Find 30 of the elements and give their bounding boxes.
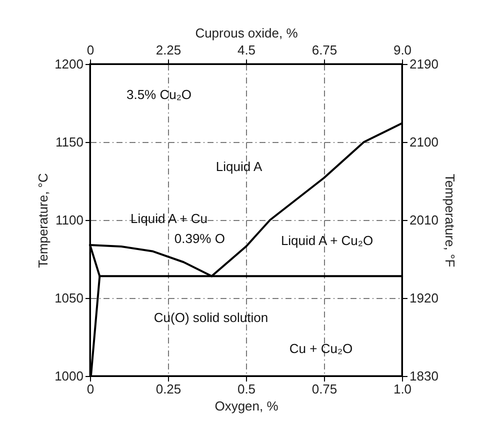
y2-tick-label: 2010 xyxy=(410,212,438,228)
x-axis-title: Oxygen, % xyxy=(214,398,279,414)
y2-tick-label: 1920 xyxy=(410,290,438,306)
x2-tick-label: 0 xyxy=(86,42,94,58)
y-axis-title: Temperature, °C xyxy=(36,173,51,268)
x2-tick-label: 6.75 xyxy=(312,42,338,58)
annotation: Liquid A + Cu₂O xyxy=(280,233,374,248)
y2-tick-label: 2100 xyxy=(410,134,438,150)
x-tick-label: 0.25 xyxy=(156,382,182,396)
x-tick-label: 1.0 xyxy=(393,382,412,396)
y-tick-label: 1050 xyxy=(54,290,84,306)
annotation: Cu + Cu₂O xyxy=(289,341,353,356)
y2-axis-title: Temperature, °F xyxy=(442,174,458,268)
y-tick-label: 1150 xyxy=(56,134,84,150)
annotation: 3.5% Cu₂O xyxy=(126,87,192,102)
x-tick-label: 0 xyxy=(86,382,94,396)
y-tick-label: 1200 xyxy=(54,56,84,72)
y2-tick-label: 2190 xyxy=(410,56,438,72)
x2-tick-label: 2.25 xyxy=(156,42,182,58)
y-tick-label: 1100 xyxy=(56,212,84,228)
x2-axis-title: Cuprous oxide, % xyxy=(195,26,298,40)
annotation: Liquid A xyxy=(216,159,262,174)
y2-tick-label: 1830 xyxy=(410,368,438,384)
x-tick-label: 0.75 xyxy=(312,382,338,396)
y-tick-label: 1000 xyxy=(54,368,84,384)
annotation: 0.39% O xyxy=(174,231,225,246)
x2-tick-label: 9.0 xyxy=(393,42,412,58)
annotation: Cu(O) solid solution xyxy=(154,310,268,325)
x-tick-label: 0.5 xyxy=(237,382,256,396)
x2-tick-label: 4.5 xyxy=(237,42,256,58)
